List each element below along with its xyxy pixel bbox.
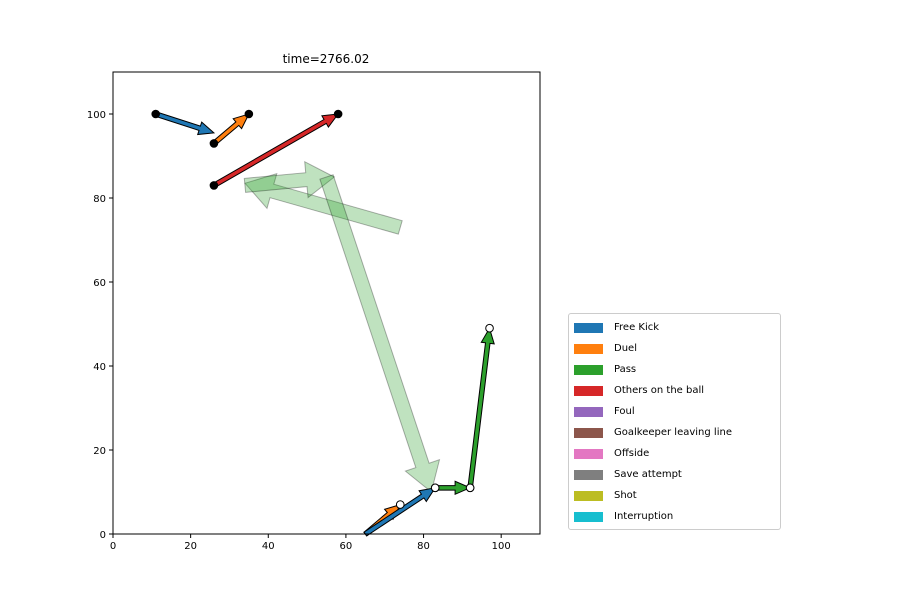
legend-item: Interruption bbox=[569, 506, 780, 527]
x-tick-label: 20 bbox=[184, 541, 197, 552]
legend-label: Offside bbox=[614, 448, 650, 459]
x-tick-label: 100 bbox=[492, 541, 511, 552]
y-tick-label: 100 bbox=[87, 110, 106, 121]
legend-item: Foul bbox=[569, 401, 780, 422]
legend-swatch bbox=[574, 469, 603, 480]
legend-swatch bbox=[574, 490, 603, 501]
event-arrow-pass bbox=[434, 480, 472, 496]
legend-swatch bbox=[574, 364, 603, 375]
legend-label: Shot bbox=[614, 490, 637, 501]
legend-label: Interruption bbox=[614, 511, 674, 522]
legend-label: Duel bbox=[614, 343, 637, 354]
legend-swatch bbox=[574, 427, 603, 438]
legend-swatch bbox=[574, 385, 603, 396]
legend-label: Pass bbox=[614, 364, 637, 375]
event-arrow-free-kick bbox=[154, 111, 216, 136]
event-point-filled bbox=[333, 109, 343, 119]
event-point-hollow bbox=[465, 483, 475, 493]
legend-item: Save attempt bbox=[569, 464, 780, 485]
legend-swatch bbox=[574, 322, 603, 333]
legend-item: Goalkeeper leaving line bbox=[569, 422, 780, 443]
legend-swatch bbox=[574, 448, 603, 459]
legend-swatch bbox=[574, 343, 603, 354]
y-tick-label: 80 bbox=[93, 194, 106, 205]
y-tick-label: 0 bbox=[100, 530, 106, 541]
legend-swatch bbox=[574, 511, 603, 522]
event-point-filled bbox=[244, 109, 254, 119]
faded-arrows-layer bbox=[243, 160, 441, 493]
event-point-filled bbox=[151, 109, 160, 119]
legend-label: Save attempt bbox=[614, 469, 682, 480]
x-tick-label: 0 bbox=[110, 541, 116, 552]
legend-label: Others on the ball bbox=[614, 385, 705, 396]
event-arrow-free-kick bbox=[363, 487, 437, 537]
y-tick-label: 40 bbox=[93, 362, 106, 373]
event-point-hollow bbox=[395, 500, 405, 509]
y-tick-label: 60 bbox=[93, 278, 106, 289]
legend: Free Kick Duel Pass Others on the ball Foul G… bbox=[568, 313, 781, 530]
event-arrow-pass bbox=[467, 326, 495, 489]
faded-arrow-pass bbox=[319, 174, 441, 493]
x-tick-label: 80 bbox=[417, 541, 430, 552]
legend-label: Foul bbox=[614, 406, 635, 417]
event-arrow-others-on-the-ball bbox=[212, 113, 340, 189]
event-point-hollow bbox=[430, 483, 440, 493]
legend-item: Offside bbox=[569, 443, 780, 464]
event-point-filled bbox=[209, 139, 219, 148]
y-axis: 0 20 40 60 80 100 bbox=[87, 110, 113, 541]
legend-label: Free Kick bbox=[614, 322, 660, 333]
legend-item: Shot bbox=[569, 485, 780, 506]
event-arrow-duel bbox=[211, 113, 250, 146]
event-point-hollow bbox=[485, 323, 494, 333]
x-axis: 0 20 40 60 80 100 bbox=[110, 534, 511, 552]
plot-frame bbox=[112, 71, 541, 535]
faded-arrow-pass bbox=[243, 160, 336, 199]
legend-label: Goalkeeper leaving line bbox=[614, 427, 732, 438]
event-point-filled bbox=[209, 181, 219, 190]
legend-item: Pass bbox=[569, 359, 780, 380]
event-arrows-layer bbox=[154, 111, 495, 537]
faded-arrow-pass bbox=[244, 172, 403, 235]
x-tick-label: 40 bbox=[262, 541, 275, 552]
legend-item: Free Kick bbox=[569, 317, 780, 338]
legend-swatch bbox=[574, 406, 603, 417]
event-markers-layer bbox=[151, 109, 494, 509]
y-tick-label: 20 bbox=[93, 446, 106, 457]
x-tick-label: 60 bbox=[340, 541, 353, 552]
legend-item: Duel bbox=[569, 338, 780, 359]
legend-item: Others on the ball bbox=[569, 380, 780, 401]
chart-title: time=2766.02 bbox=[283, 52, 370, 66]
